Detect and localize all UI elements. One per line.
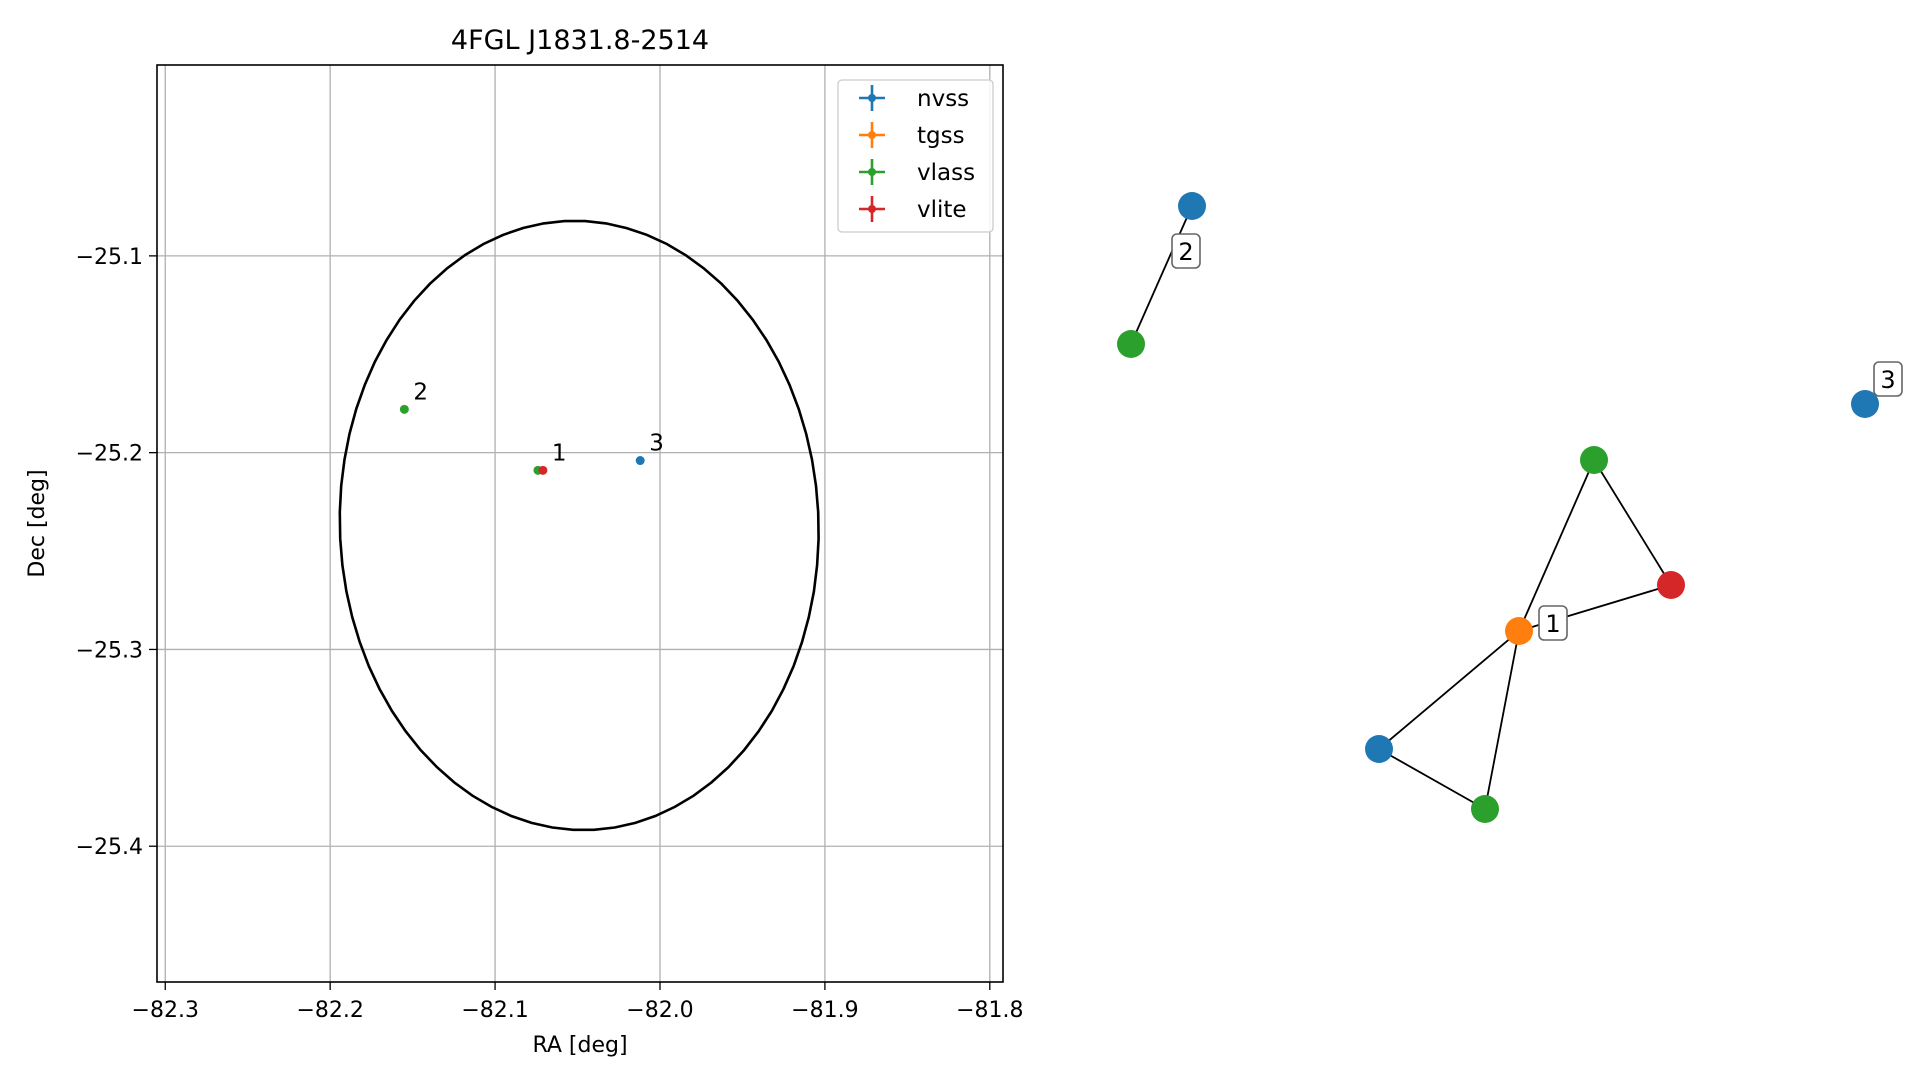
legend-label-vlass: vlass — [917, 160, 975, 186]
x-tick-label: −82.3 — [132, 998, 199, 1023]
network-node — [1657, 571, 1685, 599]
legend-label-vlite: vlite — [917, 197, 967, 223]
y-tick-label: −25.4 — [76, 835, 143, 860]
network-edge — [1593, 459, 1672, 586]
node-label: 2 — [1178, 238, 1193, 266]
network-node — [1851, 390, 1879, 418]
x-tick-label: −82.1 — [461, 998, 528, 1023]
point-vlass — [399, 404, 409, 414]
legend-marker-vlite — [868, 205, 876, 213]
legend: nvss tgss vlass vlite — [837, 79, 994, 233]
network-node — [1178, 192, 1206, 220]
x-tick-label: −81.8 — [956, 998, 1023, 1023]
legend-items: nvss tgss vlass vlite — [859, 85, 975, 223]
y-tick-label: −25.3 — [76, 638, 143, 663]
point-nvss — [635, 456, 645, 466]
x-axis-label: RA [deg] — [532, 1033, 627, 1058]
legend-label-tgss: tgss — [917, 123, 965, 149]
node-label-box — [1873, 361, 1903, 397]
legend-marker-vlass — [868, 168, 876, 176]
y-tick-label: −25.1 — [76, 245, 143, 270]
network-node — [1471, 795, 1499, 823]
plot-frame — [156, 64, 1004, 983]
node-label-box — [1171, 233, 1201, 269]
data-points — [399, 404, 645, 475]
uncertainty-ellipse — [338, 219, 820, 832]
y-ticks: −25.1 −25.2 −25.3 −25.4 — [76, 245, 157, 860]
node-label-box — [1538, 605, 1568, 641]
network-panel: 2 3 1 — [1117, 192, 1903, 823]
network-node — [1505, 617, 1533, 645]
legend-marker-nvss — [868, 94, 876, 102]
node-label: 3 — [1880, 366, 1895, 394]
point-annotation: 1 — [552, 440, 567, 466]
y-axis-label: Dec [deg] — [25, 469, 50, 577]
network-node-labels: 2 3 1 — [1171, 233, 1903, 641]
network-edge — [1518, 459, 1595, 632]
network-edges — [1130, 205, 1672, 810]
x-tick-label: −81.9 — [791, 998, 858, 1023]
point-annotations: 1 2 3 — [413, 379, 663, 466]
point-annotation: 2 — [413, 379, 428, 405]
network-edge — [1130, 205, 1193, 345]
legend-box — [837, 79, 994, 233]
network-edge — [1378, 748, 1486, 810]
network-edge — [1484, 630, 1520, 810]
network-node — [1365, 735, 1393, 763]
x-ticks: −82.3 −82.2 −82.1 −82.0 −81.9 −81.8 — [132, 982, 1024, 1023]
legend-marker-tgss — [868, 131, 876, 139]
legend-label-nvss: nvss — [917, 86, 969, 112]
network-nodes — [1117, 192, 1879, 823]
point-annotation: 3 — [649, 431, 664, 457]
point-vlite — [538, 465, 548, 475]
x-tick-label: −82.2 — [296, 998, 363, 1023]
chart-title: 4FGL J1831.8-2514 — [451, 25, 709, 56]
network-edge — [1378, 630, 1520, 750]
y-tick-label: −25.2 — [76, 442, 143, 467]
x-tick-label: −82.0 — [626, 998, 693, 1023]
node-label: 1 — [1545, 610, 1560, 638]
network-node — [1580, 446, 1608, 474]
network-node — [1117, 330, 1145, 358]
scatter-panel: 1 2 3 −82.3 −82.2 −82.1 −82.0 −81.9 −81.8 −25.1… — [25, 25, 1024, 1058]
